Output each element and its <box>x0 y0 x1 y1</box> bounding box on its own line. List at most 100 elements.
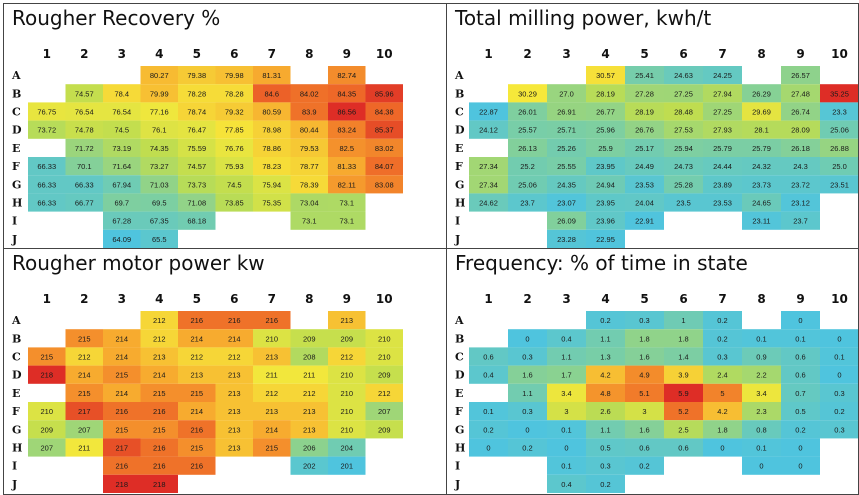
heatmap-cell <box>103 420 141 439</box>
cell-value: 5.2 <box>678 407 688 416</box>
cell-value: 25.26 <box>557 144 576 153</box>
cell-value: 66.33 <box>37 180 56 189</box>
heatmap-cell <box>664 157 703 176</box>
cell-value: 27.48 <box>791 89 810 98</box>
heatmap-cell <box>781 120 820 139</box>
cell-value: 26.88 <box>830 144 849 153</box>
heatmap-cell <box>664 193 703 212</box>
column-label: 8 <box>305 292 313 306</box>
cell-value: 213 <box>265 407 278 416</box>
cell-value: 2.6 <box>600 407 610 416</box>
column-label: 7 <box>268 47 276 61</box>
cell-value: 27.25 <box>713 108 732 117</box>
heatmap-cell <box>547 474 586 493</box>
heatmap-cell <box>508 438 547 457</box>
cell-value: 0.8 <box>756 425 766 434</box>
heatmap-cell <box>328 66 366 85</box>
heatmap-cell <box>65 420 103 439</box>
heatmap-cell <box>328 157 366 176</box>
heatmap-cell <box>103 474 141 493</box>
heatmap-cell <box>586 456 625 475</box>
heatmap-cell <box>290 383 328 402</box>
heatmap-cell <box>140 193 178 212</box>
chart-title: Frequency: % of time in state <box>455 251 748 275</box>
column-label: 9 <box>343 47 351 61</box>
heatmap-cell <box>508 84 547 103</box>
heatmap-cell <box>508 157 547 176</box>
heatmap-cell <box>140 329 178 348</box>
cell-value: 78.74 <box>187 108 206 117</box>
cell-value: 27.53 <box>674 126 693 135</box>
cell-value: 23.07 <box>557 199 576 208</box>
cell-value: 1.8 <box>678 334 688 343</box>
heatmap-cell <box>65 193 103 212</box>
row-label: I <box>12 460 17 473</box>
cell-value: 28.09 <box>791 126 810 135</box>
heatmap-cell <box>290 157 328 176</box>
cell-value: 25.06 <box>830 126 849 135</box>
cell-value: 26.01 <box>518 108 537 117</box>
cell-value: 73.1 <box>339 217 354 226</box>
heatmap-cell <box>290 329 328 348</box>
column-label: 9 <box>796 47 804 61</box>
cell-value: 0.1 <box>756 444 766 453</box>
heatmap-cell <box>140 456 178 475</box>
cell-value: 25.57 <box>518 126 537 135</box>
heatmap-cell <box>103 84 141 103</box>
heatmap-cell <box>328 138 366 157</box>
chart-title: Rougher motor power kw <box>12 251 265 275</box>
heatmap-cell <box>253 402 291 421</box>
heatmap-cell <box>178 383 216 402</box>
cell-value: 1.6 <box>639 353 649 362</box>
cell-value: 0.2 <box>834 407 844 416</box>
heatmap-cell <box>781 420 820 439</box>
heatmap-cell <box>781 383 820 402</box>
cell-value: 216 <box>153 407 166 416</box>
cell-value: 86.56 <box>337 108 356 117</box>
heatmap-cell <box>508 383 547 402</box>
heatmap-cell <box>664 175 703 194</box>
heatmap-cell <box>742 211 781 230</box>
heatmap-cell <box>625 456 664 475</box>
cell-value: 210 <box>340 371 353 380</box>
heatmap-cell <box>328 120 366 139</box>
row-label: B <box>455 332 464 345</box>
cell-value: 215 <box>40 353 53 362</box>
cell-value: 24.32 <box>752 162 771 171</box>
heatmap-cell <box>820 157 858 176</box>
heatmap-cell <box>28 438 66 457</box>
heatmap-cell <box>28 120 66 139</box>
cell-value: 25.79 <box>713 144 732 153</box>
cell-value: 73.04 <box>300 199 319 208</box>
cell-value: 214 <box>115 353 128 362</box>
cell-value: 213 <box>303 425 316 434</box>
column-label: 9 <box>343 292 351 306</box>
cell-value: 82.11 <box>338 180 356 189</box>
heatmap-cell <box>508 329 547 348</box>
heatmap-cell <box>215 420 253 439</box>
heatmap-cell <box>742 193 781 212</box>
cell-value: 24.49 <box>635 162 654 171</box>
cell-value: 28.1 <box>754 126 769 135</box>
chart-title: Rougher Recovery % <box>12 6 221 30</box>
row-label: I <box>455 215 460 228</box>
heatmap-cell <box>140 229 178 248</box>
heatmap-cell <box>703 347 742 366</box>
cell-value: 23.5 <box>676 199 691 208</box>
cell-value: 78.39 <box>300 180 319 189</box>
heatmap-cell <box>703 138 742 157</box>
cell-value: 211 <box>266 371 278 380</box>
cell-value: 2.4 <box>717 371 727 380</box>
cell-value: 216 <box>190 316 203 325</box>
cell-value: 25.17 <box>635 144 654 153</box>
cell-value: 215 <box>190 444 203 453</box>
heatmap-cell <box>508 120 547 139</box>
cell-value: 23.96 <box>596 217 615 226</box>
heatmap-cell <box>781 193 820 212</box>
column-label: 6 <box>679 47 687 61</box>
cell-value: 216 <box>153 462 166 471</box>
cell-value: 0 <box>837 334 841 343</box>
cell-value: 0.3 <box>522 407 532 416</box>
cell-value: 28.19 <box>596 89 615 98</box>
heatmap-cell <box>328 84 366 103</box>
